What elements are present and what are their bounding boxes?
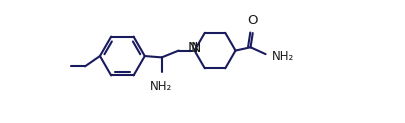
Text: O: O [247, 14, 257, 27]
Text: N: N [188, 41, 198, 55]
Text: NH₂: NH₂ [271, 50, 293, 63]
Text: NH₂: NH₂ [150, 80, 172, 93]
Text: N: N [190, 41, 200, 55]
